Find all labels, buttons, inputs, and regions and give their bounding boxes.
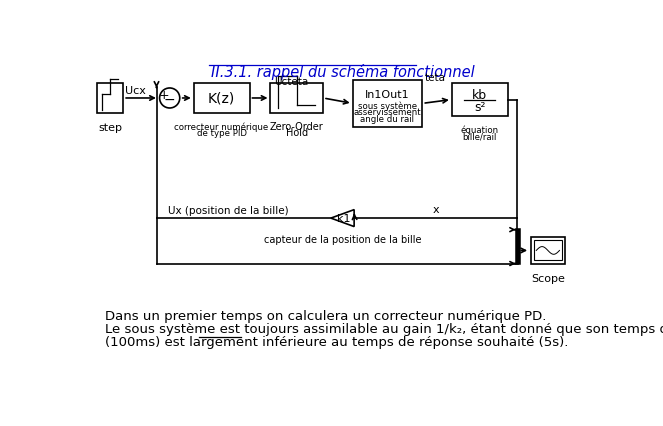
Text: asservissement: asservissement	[353, 108, 421, 117]
Bar	[97, 83, 123, 114]
Text: k1: k1	[337, 213, 351, 224]
Text: Dans un premier temps on calculera un correcteur numérique PD.: Dans un premier temps on calculera un co…	[105, 309, 546, 322]
Text: capteur de la position de la bille: capteur de la position de la bille	[264, 235, 421, 245]
Bar	[194, 84, 249, 113]
Text: (100ms) est largement inférieure au temps de réponse souhaité (5s).: (100ms) est largement inférieure au temp…	[105, 335, 568, 348]
Text: angle du rail: angle du rail	[361, 115, 414, 124]
Text: II.3.1. rappel du schéma fonctionnel: II.3.1. rappel du schéma fonctionnel	[211, 64, 475, 80]
Text: step: step	[98, 123, 122, 132]
Text: Le sous système est toujours assimilable au gain 1/k₂, étant donné que son temps: Le sous système est toujours assimilable…	[105, 322, 663, 335]
Text: K(z): K(z)	[208, 91, 235, 105]
Text: Scope: Scope	[531, 273, 565, 283]
Text: de type PID: de type PID	[197, 129, 247, 138]
Polygon shape	[331, 210, 354, 227]
Bar	[353, 81, 422, 128]
Text: correcteur numérique: correcteur numérique	[174, 123, 269, 132]
Text: −: −	[164, 92, 176, 106]
Bar	[452, 84, 508, 116]
Text: Ucteta: Ucteta	[274, 77, 308, 86]
Text: In1Out1: In1Out1	[365, 90, 410, 100]
Text: Ux (position de la bille): Ux (position de la bille)	[168, 205, 288, 216]
Text: s²: s²	[474, 101, 485, 114]
Bar	[531, 238, 565, 264]
Text: Hold: Hold	[286, 128, 308, 138]
Text: kb: kb	[472, 89, 487, 101]
Text: équation: équation	[461, 126, 499, 135]
Bar	[271, 84, 323, 113]
Text: x: x	[432, 205, 439, 215]
Text: sous système: sous système	[358, 101, 417, 110]
Text: Ucx: Ucx	[125, 86, 147, 96]
Text: Zero-Order: Zero-Order	[270, 122, 324, 132]
Bar	[534, 241, 562, 261]
Text: +: +	[159, 89, 170, 101]
Text: bille/rail: bille/rail	[463, 132, 497, 141]
Circle shape	[160, 89, 180, 109]
Text: teta: teta	[424, 73, 446, 83]
